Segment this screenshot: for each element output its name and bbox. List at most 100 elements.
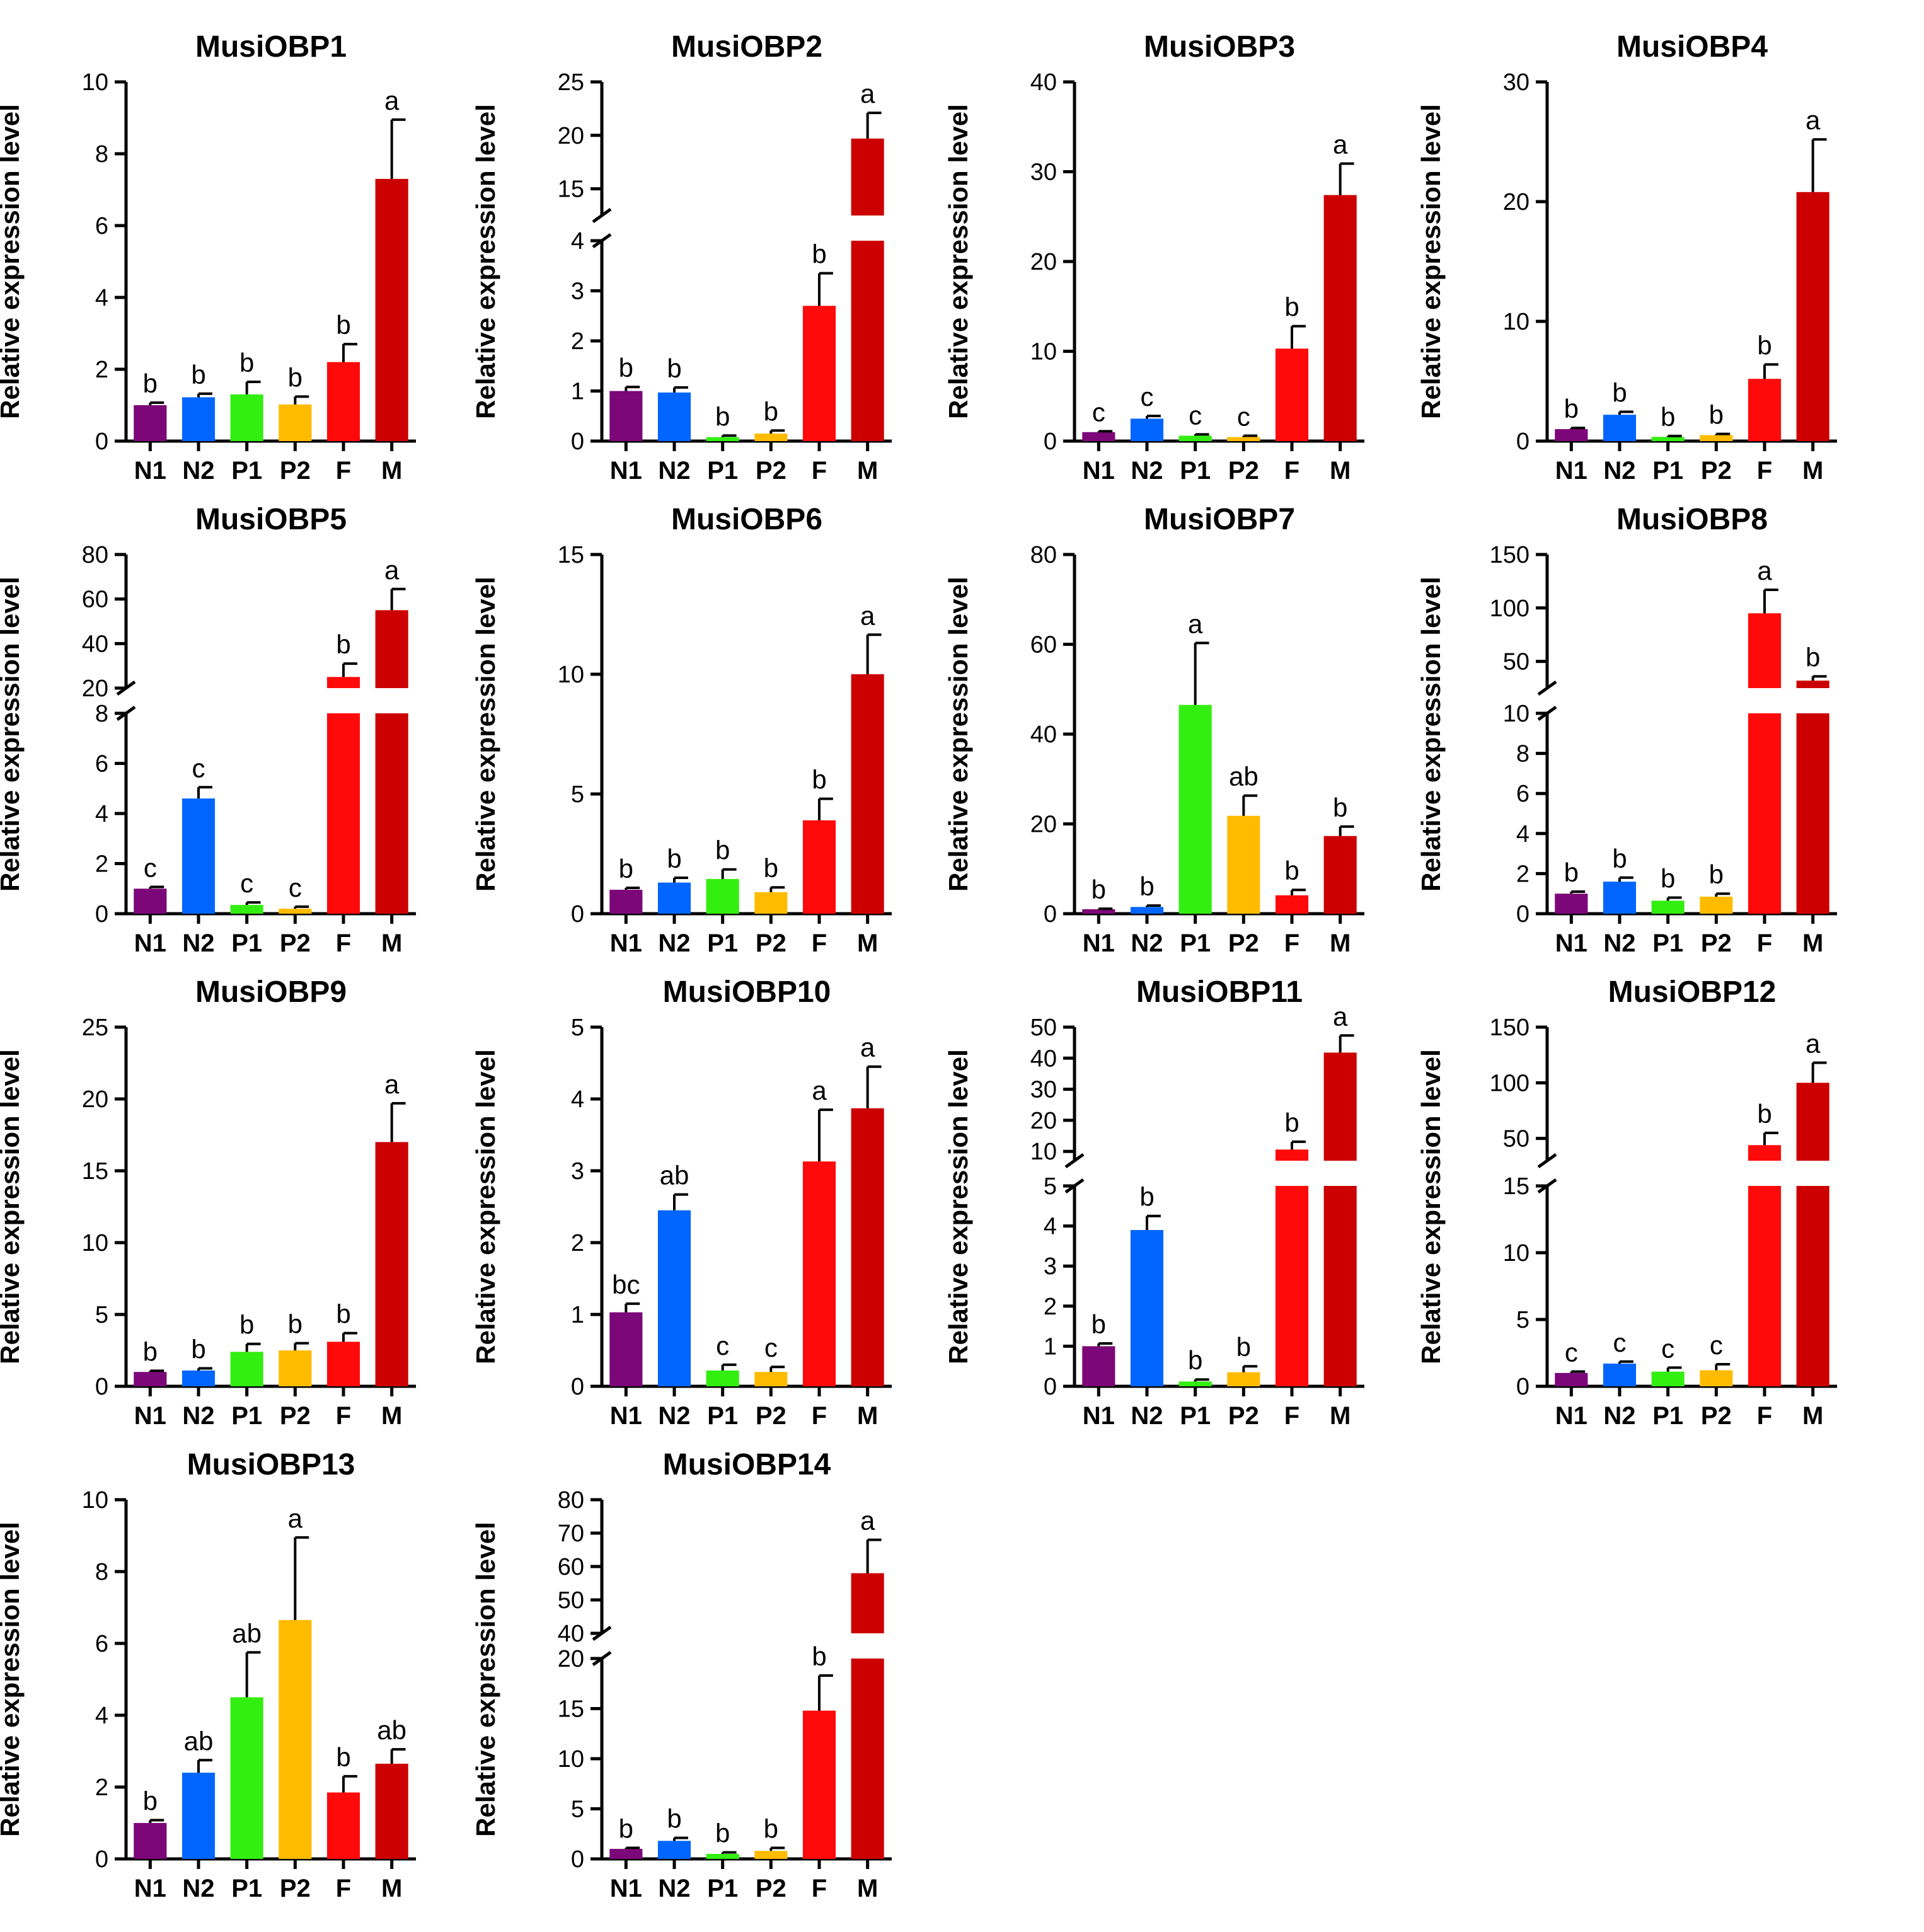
x-tick-label: F (336, 457, 351, 485)
bar-n2 (181, 1773, 216, 1859)
significance-label: bc (612, 1270, 640, 1299)
bar-m (375, 1763, 408, 1859)
y-tick-label: 15 (558, 176, 584, 203)
significance-label: b (619, 353, 633, 382)
bar-break-gap (325, 688, 362, 713)
y-tick-label: 4 (1044, 1214, 1057, 1240)
significance-label: b (764, 1814, 778, 1844)
chart-title: MusiOBP11 (1136, 975, 1303, 1009)
x-tick-label: F (1757, 1402, 1772, 1430)
y-tick-label: 30 (1030, 1077, 1057, 1103)
significance-label: a (860, 601, 875, 630)
axis-break-mark (592, 207, 612, 224)
x-tick-label: M (1802, 929, 1823, 957)
y-tick-label: 8 (95, 701, 108, 727)
y-tick-label: 30 (1030, 159, 1057, 186)
y-tick-label: 80 (1030, 542, 1057, 568)
bar-p2 (279, 1619, 312, 1859)
significance-label: a (860, 1506, 875, 1536)
significance-label: b (1612, 844, 1627, 873)
x-tick-label: M (857, 1875, 878, 1902)
bar-break-gap (850, 216, 885, 241)
y-tick-label: 10 (1503, 309, 1529, 335)
significance-label: a (860, 79, 875, 108)
significance-label: a (384, 555, 400, 585)
axis-break-mark (1537, 1153, 1557, 1169)
y-tick-label: 50 (1503, 649, 1529, 676)
significance-label: b (667, 1804, 681, 1834)
x-tick-label: F (1757, 929, 1772, 957)
y-tick-label: 2 (95, 357, 108, 383)
y-tick-label: 3 (571, 279, 584, 305)
x-tick-label: N2 (658, 457, 690, 485)
x-tick-label: N1 (134, 457, 166, 485)
significance-label: b (619, 854, 633, 883)
x-tick-label: P2 (280, 1875, 311, 1902)
y-tick-label: 2 (571, 328, 584, 355)
y-tick-label: 0 (1516, 428, 1529, 455)
bar-m (851, 138, 884, 441)
significance-label: b (143, 1786, 158, 1815)
bar-p2 (1700, 896, 1733, 914)
bar-m (1796, 681, 1829, 914)
bar-n1 (1082, 909, 1115, 914)
y-tick-label: 0 (1516, 1374, 1529, 1400)
significance-label: b (667, 844, 681, 873)
y-tick-label: 10 (1503, 1240, 1529, 1267)
y-tick-label: 15 (1503, 1173, 1529, 1200)
y-tick-label: 6 (1516, 781, 1529, 807)
x-tick-label: P1 (1180, 929, 1211, 957)
bar-break-gap (1795, 1161, 1831, 1186)
axis-break-mark (1537, 680, 1557, 696)
chart-musiobp10: MusiOBP10 Relative expression level 0 1 2 3 4 5… (471, 975, 892, 1430)
y-tick-label: 8 (1516, 741, 1529, 768)
chart-title: MusiOBP3 (1144, 30, 1295, 64)
significance-label: a (1188, 609, 1203, 638)
chart-musiobp8: MusiOBP8 Relative expression level 0 2 4 6 8 10… (1416, 503, 1837, 957)
x-tick-label: P1 (707, 457, 738, 485)
bar-p2 (754, 434, 788, 441)
chart-musiobp12: MusiOBP12 Relative expression level 0 5 10 15… (1416, 975, 1837, 1430)
bar-break-gap (1274, 1161, 1310, 1186)
bar-n2 (1130, 1229, 1164, 1386)
x-tick-label: M (857, 457, 878, 485)
x-tick-label: P2 (1228, 457, 1259, 485)
significance-label: b (1564, 858, 1579, 887)
x-tick-label: N2 (1131, 1402, 1163, 1430)
bar-p2 (1700, 435, 1733, 441)
bar-n2 (657, 392, 691, 441)
y-axis-label: Relative expression level (1416, 577, 1446, 892)
significance-label: ab (377, 1715, 406, 1745)
bar-p2 (279, 909, 312, 914)
bar-p1 (1651, 437, 1685, 441)
axis-break-mark (1537, 1178, 1557, 1194)
y-tick-label: 10 (1503, 701, 1529, 727)
significance-label: b (1333, 793, 1347, 822)
y-tick-label: 0 (95, 1846, 108, 1873)
bar-n2 (181, 1370, 216, 1386)
significance-label: b (288, 362, 302, 392)
y-tick-label: 5 (571, 1797, 584, 1823)
significance-label: c (1092, 397, 1105, 427)
y-tick-label: 60 (558, 1554, 584, 1580)
x-tick-label: N1 (610, 929, 642, 957)
y-tick-label: 6 (95, 1631, 108, 1657)
x-tick-label: P2 (280, 929, 311, 957)
bar-f (326, 1342, 360, 1386)
significance-label: c (240, 868, 253, 898)
significance-label: b (1284, 1108, 1299, 1137)
x-tick-label: P2 (756, 457, 786, 485)
y-tick-label: 0 (95, 901, 108, 928)
x-tick-label: F (1284, 457, 1299, 485)
y-tick-label: 5 (571, 781, 584, 808)
x-tick-label: N2 (658, 1402, 690, 1430)
y-tick-label: 10 (82, 69, 108, 96)
significance-label: b (1709, 860, 1724, 889)
y-tick-label: 0 (571, 901, 584, 928)
x-tick-label: N1 (1555, 457, 1587, 485)
x-tick-label: N2 (658, 1875, 690, 1902)
significance-label: b (812, 239, 826, 269)
y-tick-label: 50 (1503, 1126, 1529, 1153)
y-tick-label: 60 (82, 587, 108, 613)
axis-break-mark (116, 680, 136, 696)
